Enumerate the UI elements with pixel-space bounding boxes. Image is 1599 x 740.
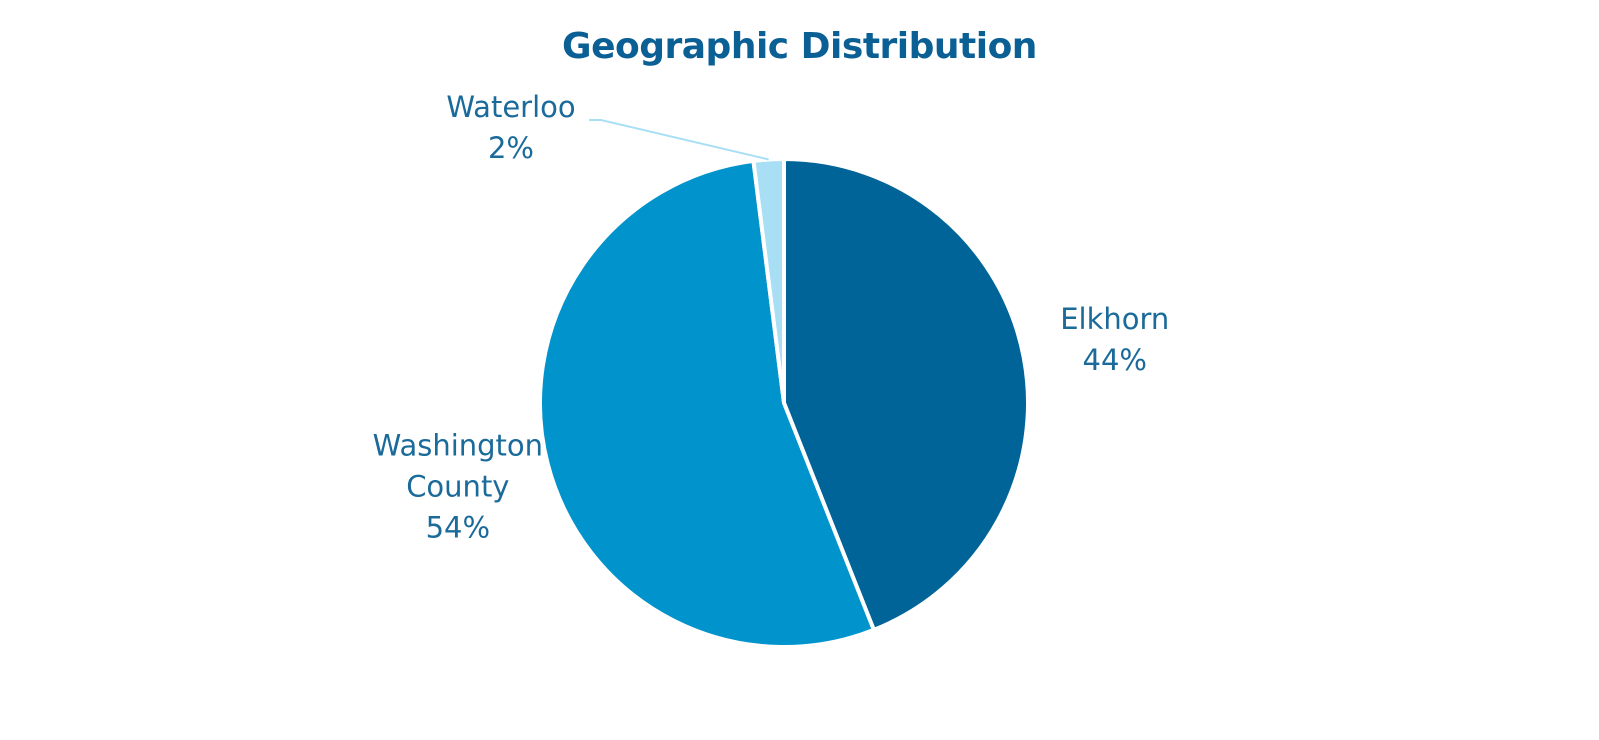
value-label: 54% xyxy=(425,510,491,545)
value-label: 44% xyxy=(1082,342,1147,377)
pie-slice xyxy=(782,157,1030,632)
chart-title: Geographic Distribution xyxy=(562,26,1037,67)
data-label: Waterloo 2% xyxy=(446,87,575,169)
category-label: Washington County xyxy=(372,428,544,504)
value-label: 2% xyxy=(487,131,534,165)
data-label: Elkhorn 44% xyxy=(1060,299,1169,381)
leader-line xyxy=(589,119,769,161)
pie-slice xyxy=(751,157,786,405)
data-label: Washington County 54% xyxy=(353,425,563,548)
category-label: Waterloo xyxy=(446,90,576,124)
category-label: Elkhorn xyxy=(1060,301,1170,336)
pie-slice xyxy=(538,158,876,649)
